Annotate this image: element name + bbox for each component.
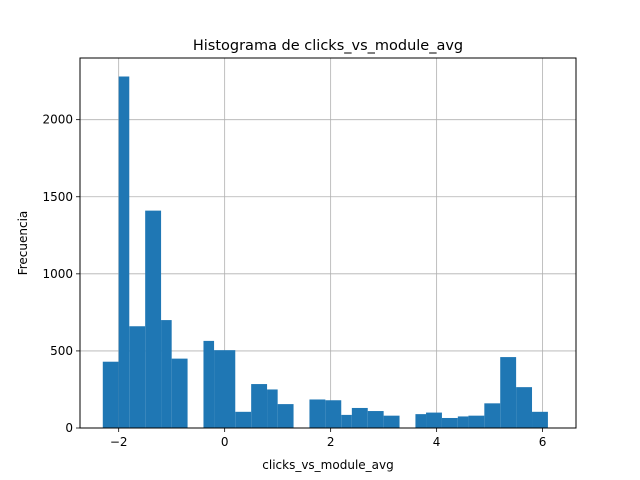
histogram-bar — [367, 411, 384, 428]
y-tick-label: 500 — [50, 344, 73, 358]
histogram-bar — [235, 411, 252, 428]
y-tick-label: 2000 — [42, 113, 73, 127]
histogram-bar — [457, 416, 469, 428]
histogram-bar — [426, 412, 442, 428]
chart-title: Histograma de clicks_vs_module_avg — [193, 38, 463, 54]
histogram-bar — [484, 403, 501, 428]
x-axis-ticks: −2 0 2 4 6 — [110, 428, 547, 449]
histogram-bar — [516, 387, 533, 428]
histogram-bar — [251, 384, 268, 428]
y-axis-title: Frecuencia — [16, 211, 30, 276]
x-tick-label: 4 — [433, 435, 441, 449]
histogram-bar — [309, 399, 326, 428]
histogram-bar — [532, 411, 548, 428]
histogram-bar — [277, 404, 294, 428]
y-axis-ticks: 0 500 1000 1500 2000 — [42, 113, 80, 435]
x-tick-label: 0 — [221, 435, 229, 449]
x-tick-label: −2 — [110, 435, 128, 449]
histogram-bar — [468, 415, 485, 428]
histogram-bar — [351, 407, 368, 428]
histogram-bar — [171, 358, 188, 428]
x-tick-label: 2 — [327, 435, 335, 449]
y-tick-label: 0 — [65, 421, 73, 435]
histogram-bar — [341, 414, 352, 428]
plot-frame — [79, 57, 577, 429]
histogram-bar — [145, 210, 162, 428]
histogram-bar — [214, 350, 236, 428]
histogram-bar — [129, 326, 146, 428]
histogram-bar — [415, 414, 427, 428]
histogram-bar — [441, 417, 458, 428]
histogram-bar — [500, 357, 517, 428]
histogram-bar — [325, 400, 342, 428]
histogram-bar — [118, 76, 130, 428]
y-tick-label: 1000 — [42, 267, 73, 281]
histogram-bars — [102, 76, 548, 428]
x-tick-label: 6 — [539, 435, 547, 449]
histogram-bar — [161, 320, 172, 428]
histogram-bar — [383, 415, 400, 428]
y-tick-label: 1500 — [42, 190, 73, 204]
histogram-bar — [203, 340, 215, 428]
histogram-bar — [102, 361, 119, 428]
x-axis-title: clicks_vs_module_avg — [262, 458, 393, 472]
histogram-bar — [267, 389, 278, 428]
